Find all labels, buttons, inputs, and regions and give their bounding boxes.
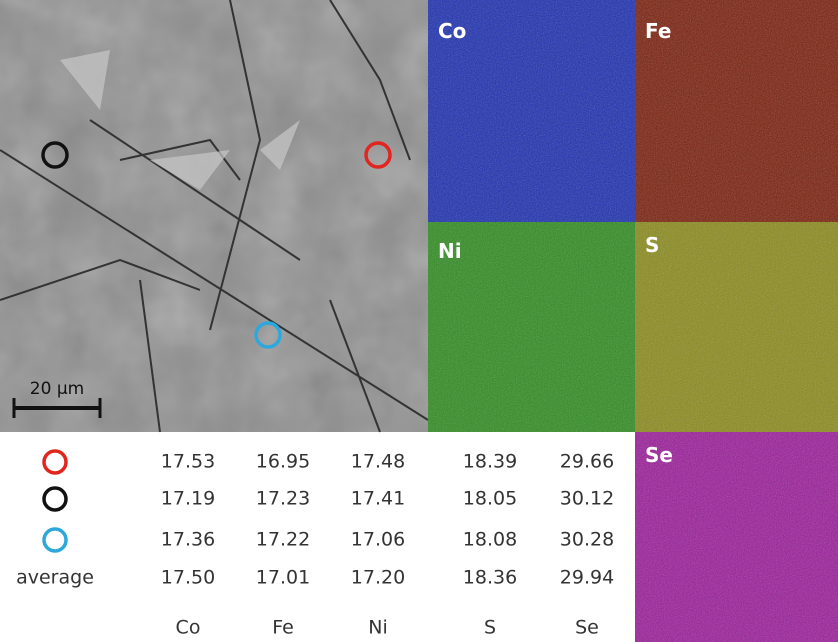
cell: 17.06: [351, 529, 405, 551]
cell: 18.08: [463, 529, 517, 551]
map-label: Co: [438, 19, 466, 43]
scale-bar-label: 20 μm: [30, 379, 84, 399]
cell: 29.94: [560, 567, 614, 589]
row-marker: [44, 451, 66, 473]
row-marker: [44, 488, 66, 510]
cell: 18.05: [463, 488, 517, 510]
column-header: Co: [176, 617, 201, 639]
cell: 17.48: [351, 451, 405, 473]
column-header: Fe: [272, 617, 294, 639]
map-s: S: [635, 222, 838, 432]
map-label: Se: [645, 443, 673, 467]
cell: 18.39: [463, 451, 517, 473]
row-label: average: [16, 567, 94, 589]
cell: 17.50: [161, 567, 215, 589]
table: 17.53 16.95 17.48 18.39 29.66 17.19 17.23 17.41…: [16, 451, 614, 639]
cell: 18.36: [463, 567, 517, 589]
sem-image: 20 μm: [0, 0, 428, 432]
column-header: Ni: [368, 617, 388, 639]
map-ni: Ni: [428, 222, 635, 432]
map-co: Co: [428, 0, 635, 222]
row-marker: [44, 529, 66, 551]
cell: 17.53: [161, 451, 215, 473]
map-label: Ni: [438, 239, 462, 263]
map-fe: Fe: [635, 0, 838, 222]
cell: 17.36: [161, 529, 215, 551]
cell: 30.28: [560, 529, 614, 551]
cell: 17.41: [351, 488, 405, 510]
column-header: S: [484, 617, 496, 639]
map-label: S: [645, 233, 659, 257]
cell: 16.95: [256, 451, 310, 473]
cell: 29.66: [560, 451, 614, 473]
page: 20 μm Co Fe Ni S Se 17.53 16.95 17.48 18.39…: [0, 0, 838, 642]
cell: 30.12: [560, 488, 614, 510]
cell: 17.19: [161, 488, 215, 510]
cell: 17.20: [351, 567, 405, 589]
cell: 17.23: [256, 488, 310, 510]
map-label: Fe: [645, 19, 671, 43]
map-se: Se: [635, 432, 838, 642]
cell: 17.01: [256, 567, 310, 589]
cell: 17.22: [256, 529, 310, 551]
column-header: Se: [575, 617, 599, 639]
figure: 20 μm Co Fe Ni S Se 17.53 16.95 17.48 18.39…: [0, 0, 838, 642]
